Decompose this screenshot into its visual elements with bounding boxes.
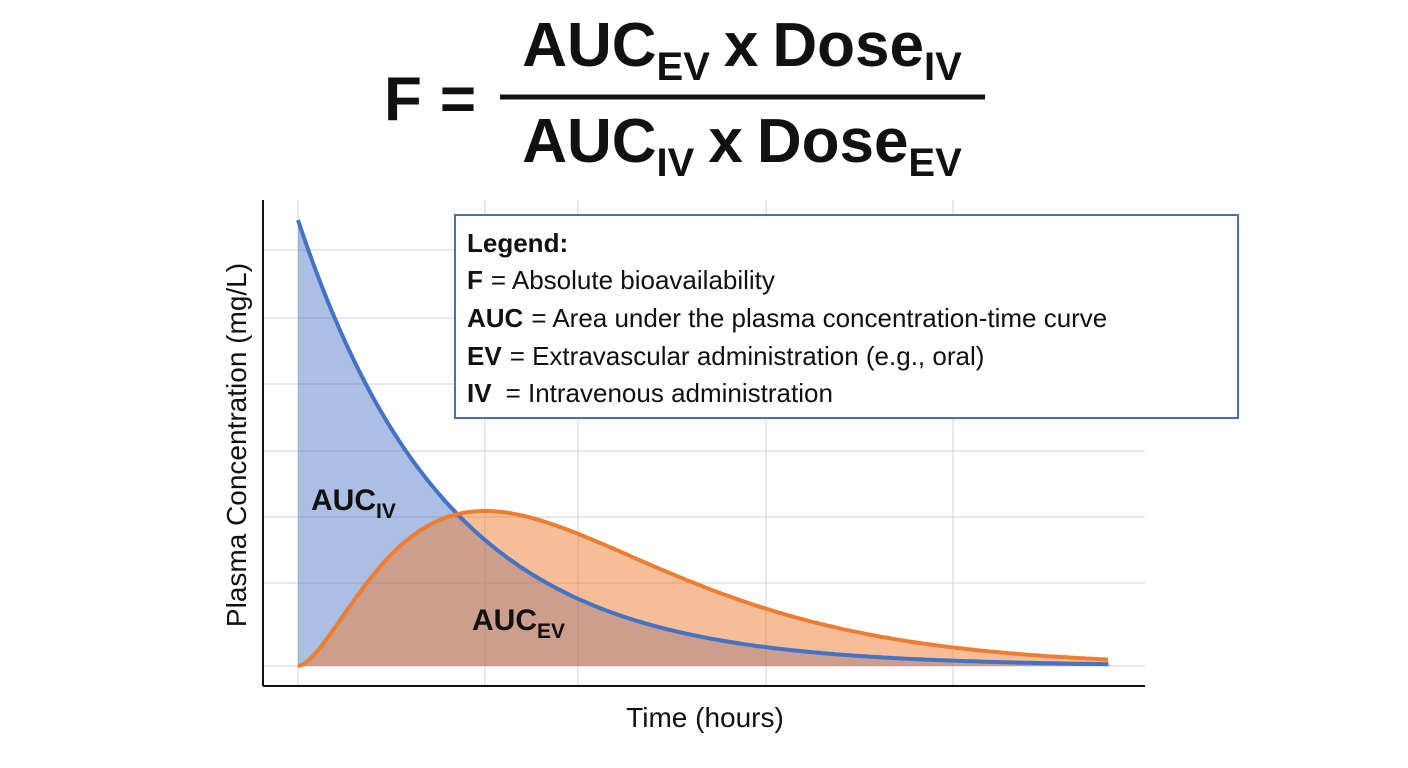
denominator: AUCIV x DoseEV: [522, 107, 962, 185]
subscript: EV: [657, 45, 711, 89]
operator: x: [724, 11, 759, 80]
legend-title: Legend:: [467, 228, 568, 258]
subscript: EV: [908, 141, 962, 185]
legend-entry: EV = Extravascular administration (e.g., …: [467, 341, 984, 371]
subscript: IV: [376, 500, 396, 523]
legend-entry: AUC = Area under the plasma concentration…: [467, 303, 1107, 333]
legend-definition: = Extravascular administration (e.g., or…: [510, 341, 985, 371]
term: Dose: [757, 107, 909, 176]
equals: =: [440, 65, 476, 134]
legend-term: IV: [467, 378, 492, 408]
term: AUC: [472, 604, 537, 637]
legend-box: [454, 214, 1239, 419]
legend-entry: IV = Intravenous administration: [467, 378, 833, 408]
iv-curve: [296, 219, 1108, 667]
operator: x: [708, 107, 743, 176]
x-axis-label: Time (hours): [626, 702, 784, 733]
auc-ev-label: AUCEV: [472, 604, 565, 643]
ev-curve: [297, 509, 1109, 668]
legend-term: AUC: [467, 303, 524, 333]
term: AUC: [522, 107, 656, 176]
legend-definition: = Intravenous administration: [506, 378, 833, 408]
legend-definition: = Absolute bioavailability: [491, 265, 775, 295]
term: AUC: [522, 11, 656, 80]
formula-lhs: F =: [384, 65, 476, 134]
lhs: F: [384, 65, 422, 134]
term: Dose: [772, 11, 924, 80]
subscript: IV: [924, 45, 962, 89]
legend-term: EV: [467, 341, 502, 371]
y-axis-label: Plasma Concentration (mg/L): [221, 263, 252, 627]
subscript: IV: [657, 141, 695, 185]
legend-entry: F = Absolute bioavailability: [467, 265, 775, 295]
term: AUC: [311, 484, 376, 517]
numerator: AUCEV x DoseIV: [522, 11, 962, 89]
subscript: EV: [537, 620, 565, 643]
curves: [296, 219, 1110, 668]
legend-definition: = Area under the plasma concentration-ti…: [531, 303, 1107, 333]
auc-iv-label: AUCIV: [311, 484, 396, 523]
legend-term: F: [467, 265, 483, 295]
